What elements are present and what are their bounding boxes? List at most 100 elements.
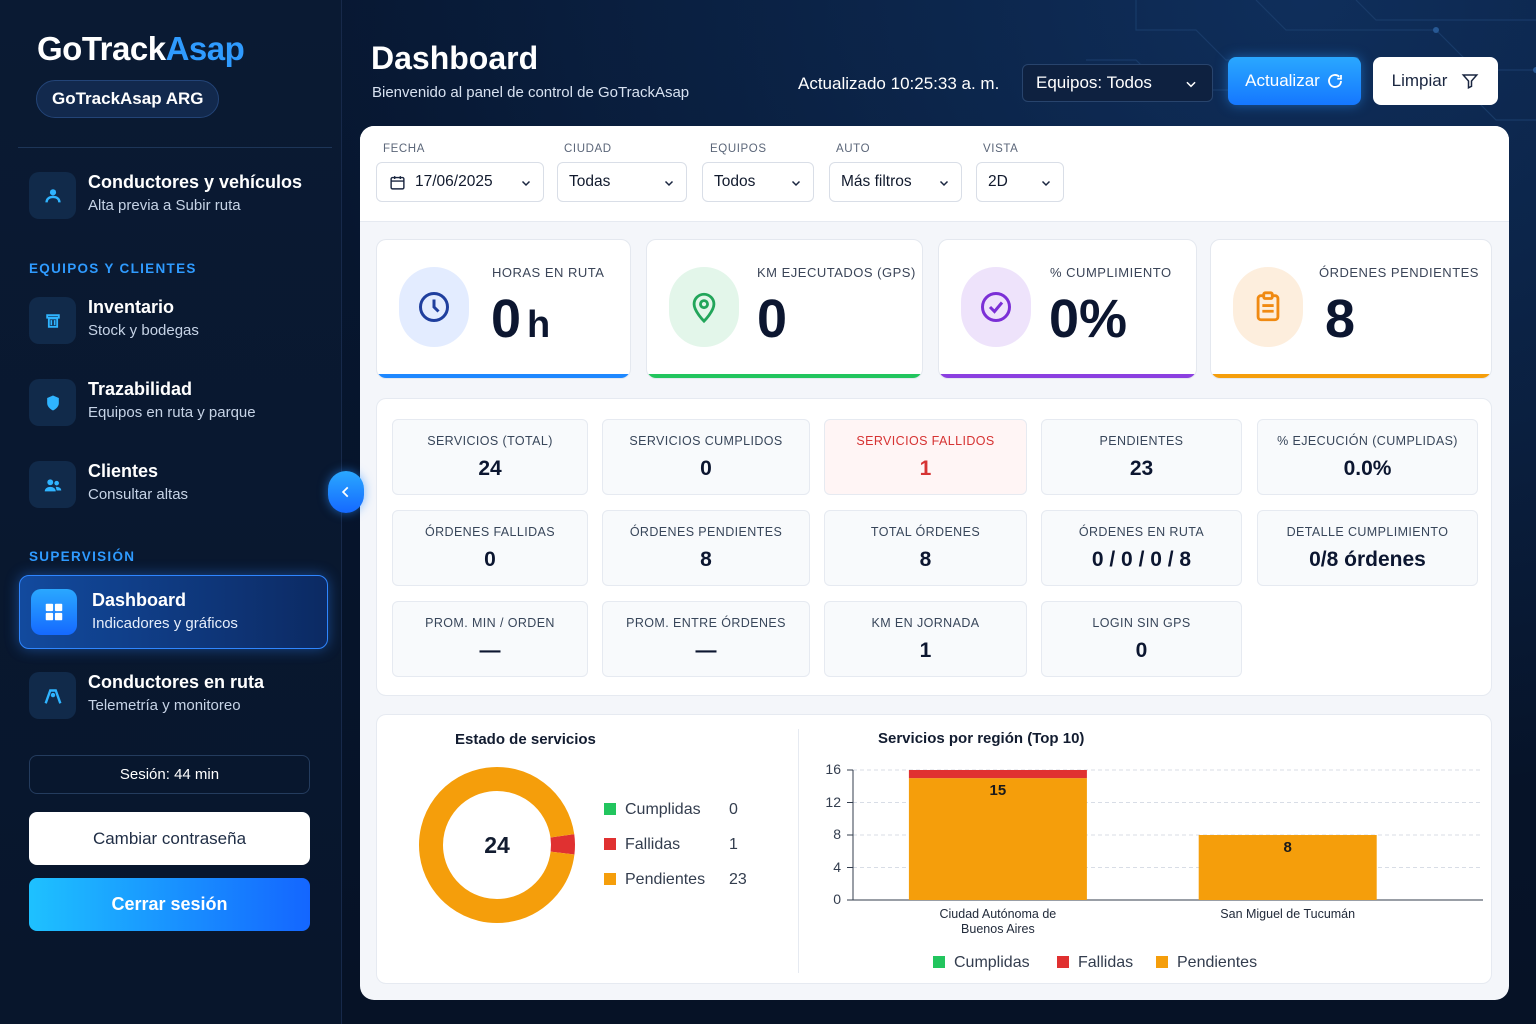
sidebar-item-subtitle: Indicadores y gráficos: [92, 615, 238, 632]
donut-center-total: 24: [484, 832, 510, 858]
bar-chart: [847, 769, 1483, 901]
sidebar-item-title: Conductores y vehículos: [88, 172, 303, 192]
charts-section: Estado de servicios 24 Cumplidas 0 Falli…: [376, 714, 1492, 984]
check-circle-icon: [961, 267, 1031, 347]
org-badge[interactable]: GoTrackAsap ARG: [36, 80, 220, 118]
legend-pendientes-value: 23: [729, 871, 747, 888]
stat-servicios-cumplidos: SERVICIOS CUMPLIDOS 0: [602, 419, 810, 495]
donut-chart: 24: [419, 767, 575, 923]
sidebar-item-dashboard[interactable]: Dashboard Indicadores y gráficos: [19, 575, 328, 649]
teams-filter[interactable]: Todos: [702, 162, 814, 202]
sidebar-item-clientes[interactable]: Clientes Consultar altas: [29, 459, 329, 511]
date-filter[interactable]: 17/06/2025: [376, 162, 544, 202]
bar-legend-fallidas: Fallidas: [1057, 954, 1133, 972]
more-filters[interactable]: Más filtros: [829, 162, 962, 202]
sidebar-item-subtitle: Stock y bodegas: [88, 322, 199, 339]
sidebar-collapse-button[interactable]: [328, 471, 364, 513]
main-panel: FECHA 17/06/2025 CIUDAD Todas EQUIPOS To…: [360, 126, 1509, 1000]
sidebar-item-conductores-vehiculos[interactable]: Conductores y vehículos Alta previa a Su…: [29, 170, 329, 222]
bar-data-label: 15: [989, 782, 1007, 800]
filter-label-equipos: EQUIPOS: [710, 143, 767, 155]
stat-ordenes-pendientes: ÓRDENES PENDIENTES 8: [602, 510, 810, 586]
stat-km-jornada: KM EN JORNADA 1: [824, 601, 1027, 677]
sidebar-item-title: Clientes: [88, 461, 159, 481]
y-tick-label: 0: [833, 891, 841, 907]
logout-button[interactable]: Cerrar sesión: [29, 878, 310, 931]
bar-chart-title: Servicios por región (Top 10): [878, 730, 1085, 747]
kpi-label: HORAS EN RUTA: [492, 265, 605, 280]
team-select-value: Equipos: Todos: [1036, 73, 1152, 92]
brand-logo[interactable]: GoTrackAsap: [37, 30, 245, 67]
stat-prom-entre-ordenes: PROM. ENTRE ÓRDENES —: [602, 601, 810, 677]
sidebar-item-subtitle: Alta previa a Subir ruta: [88, 197, 241, 214]
kpi-label: ÓRDENES PENDIENTES: [1319, 265, 1479, 280]
legend-cumplidas-value: 0: [729, 801, 738, 818]
kpi-card-ordenes: ÓRDENES PENDIENTES 8: [1210, 239, 1492, 379]
stat-ordenes-en-ruta: ÓRDENES EN RUTA 0 / 0 / 0 / 8: [1041, 510, 1242, 586]
city-filter[interactable]: Todas: [557, 162, 687, 202]
y-tick-label: 4: [833, 858, 841, 875]
team-select[interactable]: Equipos: Todos: [1022, 64, 1213, 102]
filter-label-fecha: FECHA: [383, 143, 425, 155]
bar-fallidas-0: [908, 770, 1087, 779]
x-tick-label: San Miguel de Tucumán: [1188, 907, 1388, 922]
sidebar-item-subtitle: Equipos en ruta y parque: [88, 404, 256, 421]
stat-login-sin-gps: LOGIN SIN GPS 0: [1041, 601, 1242, 677]
donut-chart-title: Estado de servicios: [455, 731, 596, 748]
sidebar-item-conductores-en-ruta[interactable]: Conductores en ruta Telemetría y monitor…: [29, 670, 329, 722]
y-tick-label: 16: [825, 761, 841, 777]
clear-button[interactable]: Limpiar: [1373, 57, 1498, 105]
sidebar-item-subtitle: Consultar altas: [88, 486, 189, 503]
view-filter[interactable]: 2D: [976, 162, 1064, 202]
city-filter-value: Todas: [569, 173, 611, 190]
stats-grid: SERVICIOS (TOTAL) 24 SERVICIOS CUMPLIDOS 0…: [376, 398, 1492, 696]
calendar-icon: [390, 176, 405, 190]
filters-bar: FECHA 17/06/2025 CIUDAD Todas EQUIPOS To…: [360, 126, 1509, 222]
stat-total-ordenes: TOTAL ÓRDENES 8: [824, 510, 1027, 586]
chevron-down-icon: [521, 180, 531, 187]
kpi-accent-bar: [647, 374, 922, 378]
y-tick-label: 12: [825, 793, 841, 810]
kpi-label: % CUMPLIMIENTO: [1050, 265, 1172, 280]
sidebar-item-trazabilidad[interactable]: Trazabilidad Equipos en ruta y parque: [29, 377, 329, 429]
stat-servicios-fallidos: SERVICIOS FALLIDOS 1: [824, 419, 1027, 495]
sidebar-item-title: Trazabilidad: [88, 379, 193, 399]
clock-icon: [399, 267, 469, 347]
shield-icon: [29, 379, 76, 426]
refresh-icon: [1327, 74, 1342, 88]
sidebar-item-title: Dashboard: [92, 590, 187, 610]
route-icon: [29, 672, 76, 719]
kpi-accent-bar: [1211, 374, 1491, 378]
sidebar-item-title: Inventario: [88, 297, 175, 317]
stat-ordenes-fallidas: ÓRDENES FALLIDAS 0: [392, 510, 588, 586]
legend-fallidas-value: 1: [729, 836, 738, 853]
trash-box-icon: [29, 297, 76, 344]
page-title: Dashboard: [371, 40, 539, 76]
refresh-button[interactable]: Actualizar: [1228, 57, 1361, 105]
bar-pendientes-1: [1198, 835, 1377, 900]
chevron-down-icon: [664, 180, 674, 187]
x-tick-label-line: Buenos Aires: [961, 922, 1035, 936]
legend-cumplidas: Cumplidas: [604, 801, 701, 819]
stat-ejecucion: % EJECUCIÓN (CUMPLIDAS) 0.0%: [1257, 419, 1478, 495]
filter-label-auto: AUTO: [836, 143, 871, 155]
chevron-down-icon: [1041, 180, 1051, 187]
chevron-left-icon: [341, 486, 349, 498]
last-updated: Actualizado 10:25:33 a. m.: [798, 74, 1000, 93]
kpi-value: 0: [757, 289, 788, 349]
date-filter-value: 17/06/2025: [415, 173, 493, 190]
teams-filter-value: Todos: [714, 173, 756, 190]
change-password-button[interactable]: Cambiar contraseña: [29, 812, 310, 865]
sidebar-item-inventario[interactable]: Inventario Stock y bodegas: [29, 295, 329, 347]
legend-pendientes: Pendientes: [604, 871, 705, 889]
stat-prom-min-orden: PROM. MIN / ORDEN —: [392, 601, 588, 677]
chevron-down-icon: [1186, 81, 1196, 88]
x-tick-label: Ciudad Autónoma de Buenos Aires: [898, 907, 1098, 937]
kpi-label: KM EJECUTADOS (GPS): [757, 265, 916, 280]
section-label-equipos: EQUIPOS Y CLIENTES: [29, 261, 197, 276]
bar-data-label: 8: [1283, 839, 1292, 856]
section-label-supervision: SUPERVISIÓN: [29, 549, 136, 564]
kpi-value: 0%: [1049, 289, 1128, 349]
